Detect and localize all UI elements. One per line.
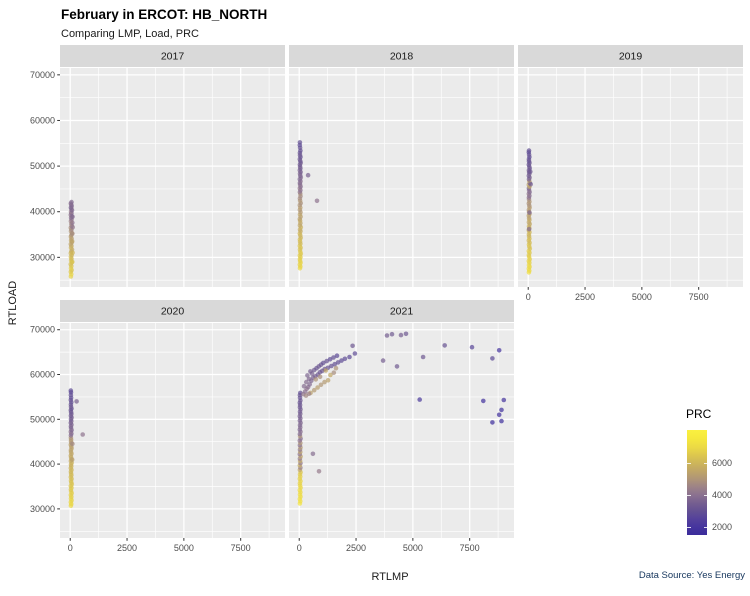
facet-strip xyxy=(60,45,285,67)
legend-notch xyxy=(703,463,707,465)
svg-text:60000: 60000 xyxy=(30,370,55,380)
legend-notch xyxy=(687,495,691,497)
x-axis: 0 2500 5000 7500 xyxy=(68,538,251,553)
plot-subtitle: Comparing LMP, Load, PRC xyxy=(61,28,199,40)
facet-2017: 2017 30000 40000 50000 60000 70000 xyxy=(30,45,285,287)
svg-text:2500: 2500 xyxy=(346,543,366,553)
data-points xyxy=(297,331,507,506)
facet-strip-label: 2018 xyxy=(390,51,414,63)
facet-strip-label: 2017 xyxy=(161,51,185,63)
facet-2018: 2018 xyxy=(289,45,514,287)
legend-tick-label: 2000 xyxy=(712,521,733,532)
caption: Data Source: Yes Energy xyxy=(638,570,745,581)
panel-background xyxy=(518,68,743,287)
legend-notch xyxy=(703,527,707,529)
y-axis: 30000 40000 50000 60000 70000 xyxy=(30,70,60,262)
legend-tick-label: 6000 xyxy=(712,457,733,468)
legend-colorbar xyxy=(687,430,707,535)
legend-notch xyxy=(687,527,691,529)
panel-background xyxy=(60,68,285,287)
svg-text:70000: 70000 xyxy=(30,70,55,80)
facet-strip xyxy=(60,300,285,322)
svg-text:7500: 7500 xyxy=(689,292,709,302)
svg-text:7500: 7500 xyxy=(460,543,480,553)
minor-gridlines xyxy=(60,323,285,538)
svg-text:0: 0 xyxy=(68,543,73,553)
minor-gridlines xyxy=(289,323,514,538)
facet-2020: 2020 0 2500 5000 7500 30000 40000 50000 60000 700… xyxy=(30,300,285,553)
y-axis-title: RTLOAD xyxy=(7,280,19,326)
panel-background xyxy=(60,323,285,538)
minor-gridlines xyxy=(518,68,743,287)
x-axis-title: RTLMP xyxy=(371,571,409,583)
plot-title: February in ERCOT: HB_NORTH xyxy=(61,7,268,22)
y-axis: 30000 40000 50000 60000 70000 xyxy=(30,325,60,514)
major-gridlines xyxy=(60,323,285,538)
svg-text:2500: 2500 xyxy=(117,543,137,553)
panel-background xyxy=(289,68,514,287)
facet-strip-label: 2019 xyxy=(619,51,643,63)
legend-title: PRC xyxy=(686,407,712,421)
svg-text:30000: 30000 xyxy=(30,252,55,262)
facet-2019: 2019 0 2500 5000 7500 xyxy=(518,45,743,302)
svg-text:30000: 30000 xyxy=(30,504,55,514)
facet-strip xyxy=(289,300,514,322)
svg-text:70000: 70000 xyxy=(30,325,55,335)
facet-strip-label: 2020 xyxy=(161,306,185,318)
svg-text:2500: 2500 xyxy=(575,292,595,302)
svg-text:40000: 40000 xyxy=(30,459,55,469)
legend-notch xyxy=(687,463,691,465)
facet-strip xyxy=(518,45,743,67)
minor-gridlines xyxy=(289,68,514,287)
x-axis: 0 2500 5000 7500 xyxy=(526,287,709,302)
svg-text:5000: 5000 xyxy=(632,292,652,302)
svg-text:0: 0 xyxy=(297,543,302,553)
data-points xyxy=(68,388,85,509)
svg-text:0: 0 xyxy=(526,292,531,302)
svg-text:50000: 50000 xyxy=(30,414,55,424)
panel-background xyxy=(289,323,514,538)
svg-text:7500: 7500 xyxy=(231,543,251,553)
data-points xyxy=(68,199,75,279)
legend-tick-label: 4000 xyxy=(712,489,733,500)
major-gridlines xyxy=(518,68,743,287)
legend-notch xyxy=(703,495,707,497)
x-axis: 0 2500 5000 7500 xyxy=(297,538,480,553)
data-points xyxy=(526,148,533,275)
facet-2021: 2021 0 2500 5000 7500 xyxy=(289,300,514,553)
data-points xyxy=(297,140,320,271)
svg-text:50000: 50000 xyxy=(30,161,55,171)
minor-gridlines xyxy=(60,68,285,287)
svg-text:5000: 5000 xyxy=(403,543,423,553)
svg-text:60000: 60000 xyxy=(30,115,55,125)
facet-strip-label: 2021 xyxy=(390,306,414,318)
svg-text:40000: 40000 xyxy=(30,207,55,217)
facet-strip xyxy=(289,45,514,67)
svg-text:5000: 5000 xyxy=(174,543,194,553)
